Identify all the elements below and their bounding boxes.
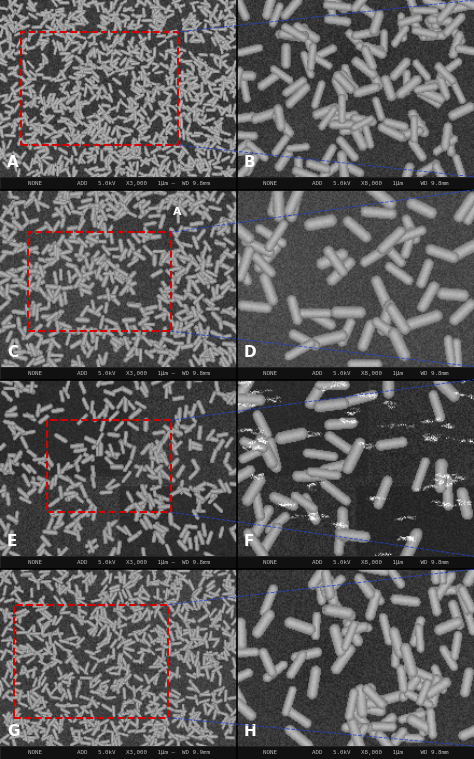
Text: G: G <box>7 724 19 739</box>
Text: A: A <box>7 155 19 170</box>
Text: E: E <box>7 534 18 550</box>
Text: NONE          ADD   5.0kV   X3,000   1μm —  WD 9.8mm: NONE ADD 5.0kV X3,000 1μm — WD 9.8mm <box>27 560 210 565</box>
Text: NONE          ADD   5.0kV   X8,000   1μm     WD 9.8mm: NONE ADD 5.0kV X8,000 1μm WD 9.8mm <box>263 370 448 376</box>
Text: NONE          ADD   5.0kV   X8,000   1μm     WD 9.8mm: NONE ADD 5.0kV X8,000 1μm WD 9.8mm <box>263 181 448 186</box>
Bar <box>47 420 171 512</box>
Bar <box>21 32 178 145</box>
Text: NONE          ADD   5.0kV   X3,000   1μm —  WD 9.8mm: NONE ADD 5.0kV X3,000 1μm — WD 9.8mm <box>27 370 210 376</box>
Text: H: H <box>244 724 257 739</box>
Text: NONE          ADD   5.0kV   X8,000   1μm     WD 9.8mm: NONE ADD 5.0kV X8,000 1μm WD 9.8mm <box>263 750 448 755</box>
Text: F: F <box>244 534 255 550</box>
Bar <box>28 232 171 331</box>
Text: B: B <box>244 155 256 170</box>
Text: NONE          ADD   5.0kV   X8,000   1μm     WD 9.8mm: NONE ADD 5.0kV X8,000 1μm WD 9.8mm <box>263 560 448 565</box>
Bar <box>14 605 168 718</box>
Text: A: A <box>173 207 182 217</box>
Text: C: C <box>7 345 18 360</box>
Text: D: D <box>244 345 257 360</box>
Text: NONE          ADD   5.0kV   X3,000   1μm —  WD 9.9mm: NONE ADD 5.0kV X3,000 1μm — WD 9.9mm <box>27 750 210 755</box>
Text: NONE          ADD   5.0kV   X3,000   1μm —  WD 9.8mm: NONE ADD 5.0kV X3,000 1μm — WD 9.8mm <box>27 181 210 186</box>
